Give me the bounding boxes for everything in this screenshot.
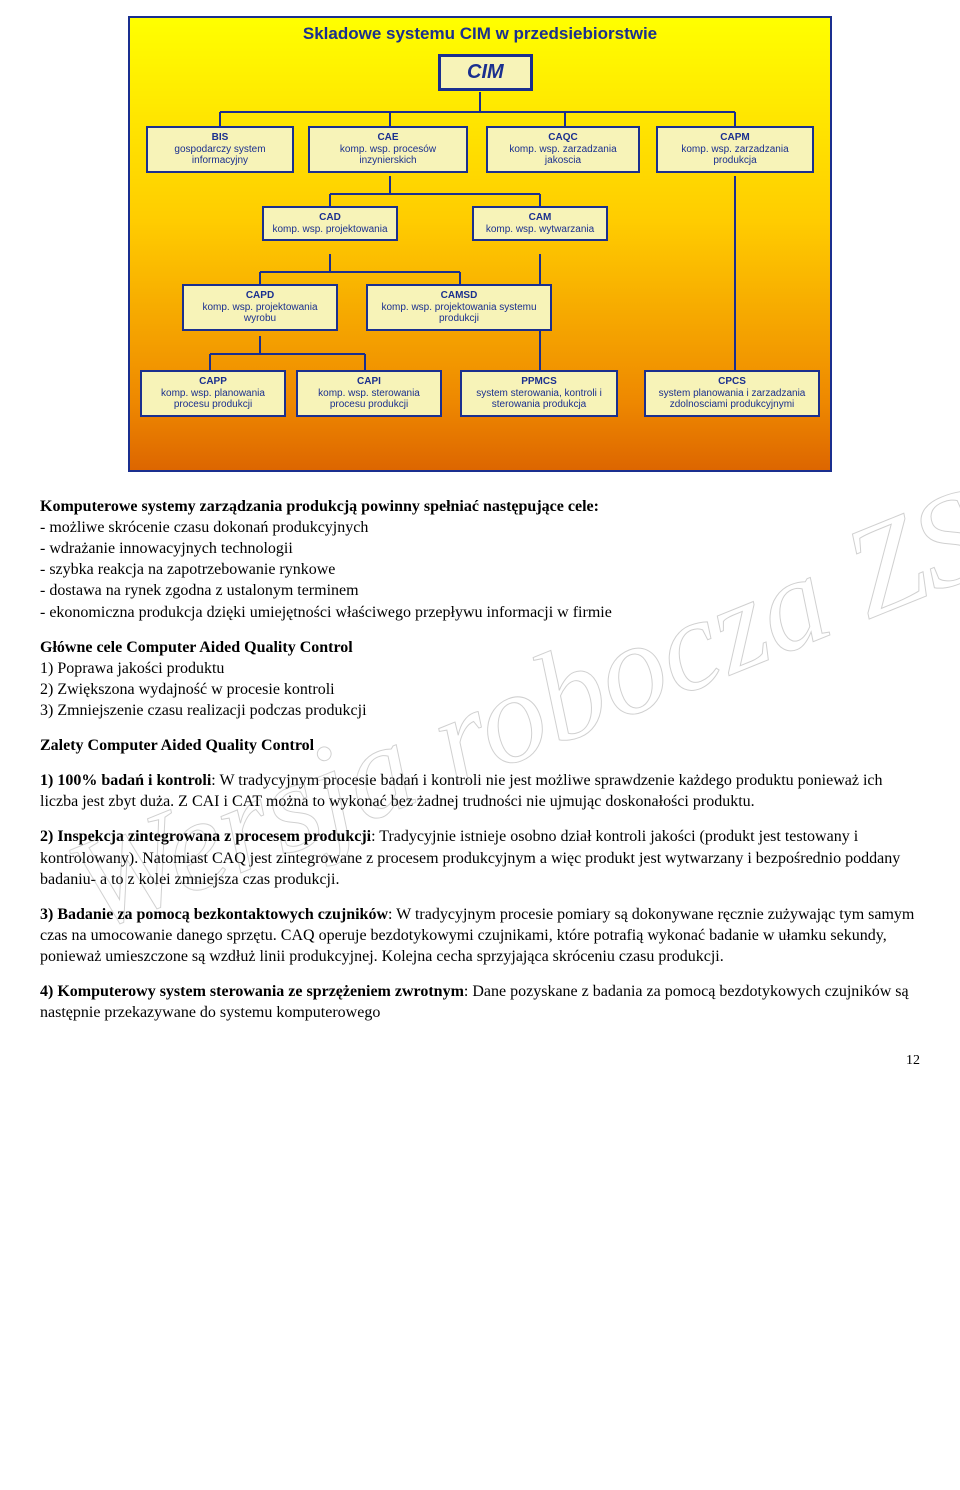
intro-block: Komputerowe systemy zarządzania produkcj…	[40, 496, 920, 623]
advantage-head: 3) Badanie za pomocą bezkontaktowych czu…	[40, 906, 388, 923]
intro-item: - dostawa na rynek zgodna z ustalonym te…	[40, 582, 359, 599]
intro-item: - szybka reakcja na zapotrzebowanie rynk…	[40, 561, 335, 578]
cim-diagram-container: Skladowe systemu CIM w przedsiebiorstwie	[128, 16, 832, 472]
diagram-node-cim: CIM	[438, 54, 533, 91]
advantage-head: 1) 100% badań i kontroli	[40, 772, 211, 789]
intro-item: - ekonomiczna produkcja dzięki umiejętno…	[40, 604, 612, 621]
intro-item: - możliwe skrócenie czasu dokonań produk…	[40, 519, 368, 536]
diagram-node-bis: BIS gospodarczy system informacyjny	[146, 126, 294, 173]
intro-item: - wdrażanie innowacyjnych technologii	[40, 540, 293, 557]
advantages-heading: Zalety Computer Aided Quality Control	[40, 735, 920, 756]
advantage-item: 2) Inspekcja zintegrowana z procesem pro…	[40, 826, 920, 889]
diagram-node-camsd: CAMSD komp. wsp. projektowania systemu p…	[366, 284, 552, 331]
advantage-item: 1) 100% badań i kontroli: W tradycyjnym …	[40, 770, 920, 812]
diagram-node-capm: CAPM komp. wsp. zarzadzania produkcja	[656, 126, 814, 173]
diagram-node-cpcs: CPCS system planowania i zarzadzania zdo…	[644, 370, 820, 417]
advantage-head: 4) Komputerowy system sterowania ze sprz…	[40, 983, 464, 1000]
diagram-node-capi: CAPI komp. wsp. sterowania procesu produ…	[296, 370, 442, 417]
diagram-node-cad: CAD komp. wsp. projektowania	[262, 206, 398, 241]
advantage-head: 2) Inspekcja zintegrowana z procesem pro…	[40, 828, 371, 845]
goals-heading: Główne cele Computer Aided Quality Contr…	[40, 639, 353, 656]
advantage-item: 4) Komputerowy system sterowania ze sprz…	[40, 981, 920, 1023]
diagram-canvas: CIM BIS gospodarczy system informacyjny …	[140, 54, 820, 452]
goals-item: 3) Zmniejszenie czasu realizacji podczas…	[40, 702, 367, 719]
page-number: 12	[40, 1053, 920, 1069]
advantage-item: 3) Badanie za pomocą bezkontaktowych czu…	[40, 904, 920, 967]
diagram-title: Skladowe systemu CIM w przedsiebiorstwie	[140, 24, 820, 44]
diagram-node-capd: CAPD komp. wsp. projektowania wyrobu	[182, 284, 338, 331]
diagram-node-cae: CAE komp. wsp. procesów inzynierskich	[308, 126, 468, 173]
diagram-node-capp: CAPP komp. wsp. planowania procesu produ…	[140, 370, 286, 417]
goals-item: 2) Zwiększona wydajność w procesie kontr…	[40, 681, 335, 698]
intro-heading: Komputerowe systemy zarządzania produkcj…	[40, 498, 599, 515]
goals-item: 1) Poprawa jakości produktu	[40, 660, 224, 677]
goals-block: Główne cele Computer Aided Quality Contr…	[40, 637, 920, 721]
diagram-node-cam: CAM komp. wsp. wytwarzania	[472, 206, 608, 241]
diagram-node-caqc: CAQC komp. wsp. zarzadzania jakoscia	[486, 126, 640, 173]
document-body: Komputerowe systemy zarządzania produkcj…	[40, 496, 920, 1023]
diagram-node-ppmcs: PPMCS system sterowania, kontroli i ster…	[460, 370, 618, 417]
